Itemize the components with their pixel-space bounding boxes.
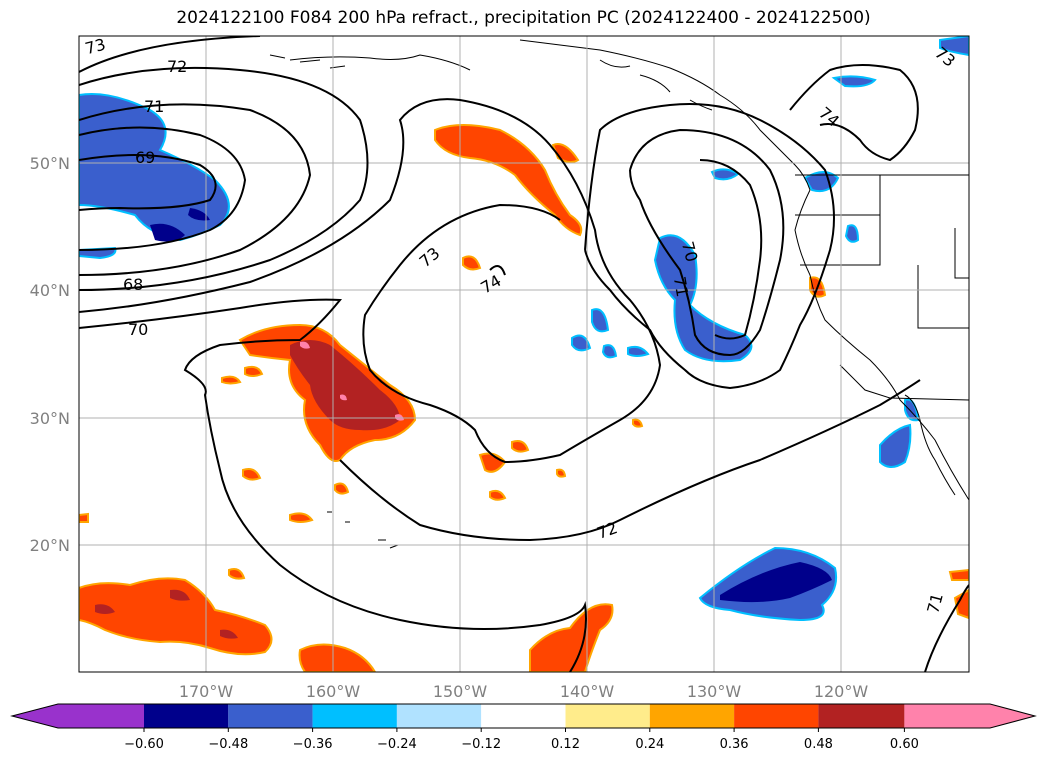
colorbar: −0.60 −0.48 −0.36 −0.24 −0.12 0.12 0.24 … [10,703,1037,752]
contour-label: 70 [128,320,148,339]
map-frame [78,35,970,673]
colorbar-outline [10,703,1037,729]
colorbar-swatch [734,704,819,728]
colorbar-tick-label: 0.60 [890,737,919,752]
pos-area-northeast-pacific [434,124,583,237]
refractivity-contours [79,36,969,672]
lat-tick-label: 20°N [30,536,70,555]
colorbar-swatch [818,704,905,728]
colorbar-tick-label: −0.24 [377,737,417,752]
contour-label: 68 [123,275,143,294]
lon-tick-label: 130°W [687,682,742,701]
colorbar-swatch [228,704,313,728]
colorbar-swatch [649,704,735,728]
colorbar-swatch [144,704,229,728]
gridlines [79,36,969,672]
colorbar-over-triangle [990,704,1035,728]
longitude-tick-labels: 170°W 160°W 150°W 140°W 130°W 120°W [179,682,869,701]
colorbar-tick-label: 0.24 [635,737,664,752]
colorbar-swatch [904,704,991,728]
lon-tick-label: 120°W [814,682,869,701]
colorbar-tick-label: −0.60 [124,737,164,752]
contour-label: 72 [167,57,187,76]
map-title: 2024122100 F084 200 hPa refract., precip… [176,8,871,28]
lon-tick-label: 140°W [560,682,615,701]
colorbar-swatch [312,704,397,728]
colorbar-tick-label: −0.12 [461,737,501,752]
coastlines [269,39,969,549]
latitude-tick-labels: 20°N 30°N 40°N 50°N [30,154,70,555]
colorbar-tick-label: 0.12 [551,737,580,752]
colorbar-tick-label: 0.48 [804,737,833,752]
lat-tick-label: 30°N [30,409,70,428]
lon-tick-label: 150°W [433,682,488,701]
lat-tick-label: 50°N [30,154,70,173]
contour-label: 69 [135,148,155,167]
colorbar-swatch [481,704,566,728]
map-area: 73 72 71 69 68 70 73 74 70 71 74 73 72 7… [79,35,969,672]
contour-label: 70 [678,239,702,264]
colorbar-tick-label: −0.48 [208,737,248,752]
lon-tick-label: 170°W [179,682,234,701]
neg-area-northwest [79,93,230,242]
colorbar-swatch [565,704,650,728]
contour-label: 71 [670,275,692,298]
colorbar-under-triangle [12,704,58,728]
contour-label: 73 [83,35,108,59]
borders [795,174,969,401]
positive-precip-areas [79,124,969,672]
neg-area-offshore-trough [653,234,753,363]
lat-tick-label: 40°N [30,281,70,300]
contour-label: 71 [923,591,947,616]
contour-label: 71 [144,97,164,116]
colorbar-swatch [58,704,144,728]
colorbar-tick-label: −0.36 [293,737,333,752]
colorbar-tick-label: 0.36 [720,737,749,752]
negative-precip-areas [79,36,969,622]
colorbar-swatch [396,704,482,728]
lon-tick-label: 160°W [306,682,361,701]
